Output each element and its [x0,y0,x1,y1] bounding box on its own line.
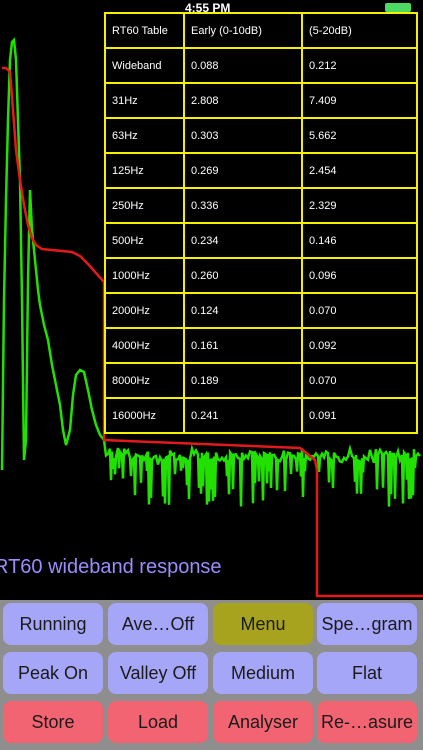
table-row: 500Hz 0.234 0.146 [104,222,418,259]
table-header-cell: RT60 Table [104,12,185,49]
table-row: 125Hz 0.269 2.454 [104,152,418,189]
flat-button[interactable]: Flat [317,652,417,694]
table-cell: 0.096 [301,257,418,294]
table-row: 8000Hz 0.189 0.070 [104,362,418,399]
table-cell: 0.269 [183,152,303,189]
table-cell: 0.070 [301,292,418,329]
table-cell: 0.260 [183,257,303,294]
table-cell: 2.454 [301,152,418,189]
table-cell: 0.336 [183,187,303,224]
table-cell: 0.303 [183,117,303,154]
table-cell: 500Hz [104,222,185,259]
analyser-button[interactable]: Analyser [213,701,313,743]
table-cell: 0.146 [301,222,418,259]
status-time: 4:55 PM [185,1,231,15]
table-cell: 2.808 [183,82,303,119]
table-header-row: RT60 Table Early (0-10dB) (5-20dB) [104,12,418,49]
table-row: 1000Hz 0.260 0.096 [104,257,418,294]
table-cell: 2.329 [301,187,418,224]
table-cell: 125Hz [104,152,185,189]
table-cell: 16000Hz [104,397,185,434]
table-cell: 7.409 [301,82,418,119]
table-cell: 0.091 [301,397,418,434]
menu-button[interactable]: Menu [213,603,313,645]
status-bar: 4:55 PM [0,0,423,15]
table-cell: 31Hz [104,82,185,119]
table-row: Wideband 0.088 0.212 [104,47,418,84]
red-decay-trace [2,66,423,598]
valley-off-button[interactable]: Valley Off [108,652,208,694]
table-cell: 8000Hz [104,362,185,399]
battery-icon [385,3,411,12]
store-button[interactable]: Store [3,701,103,743]
table-cell: 0.234 [183,222,303,259]
table-cell: 2000Hz [104,292,185,329]
table-row: 2000Hz 0.124 0.070 [104,292,418,329]
table-cell: 5.662 [301,117,418,154]
table-cell: 63Hz [104,117,185,154]
ave-off-button[interactable]: Ave…Off [108,603,208,645]
table-cell: 1000Hz [104,257,185,294]
table-cell: 0.161 [183,327,303,364]
table-cell: 0.088 [183,47,303,84]
table-row: 63Hz 0.303 5.662 [104,117,418,154]
medium-button[interactable]: Medium [213,652,313,694]
table-row: 4000Hz 0.161 0.092 [104,327,418,364]
response-plot [0,37,423,598]
table-cell: 250Hz [104,187,185,224]
re-asure-button[interactable]: Re-…asure [317,701,417,743]
table-cell: 0.070 [301,362,418,399]
green-response-trace [0,37,421,507]
table-row: 31Hz 2.808 7.409 [104,82,418,119]
table-cell: 0.092 [301,327,418,364]
peak-on-button[interactable]: Peak On [3,652,103,694]
table-cell: 0.189 [183,362,303,399]
chart-caption: RT60 wideband response [0,556,222,578]
table-cell: 0.241 [183,397,303,434]
rt60-table: RT60 Table Early (0-10dB) (5-20dB) Wideband… [104,12,418,434]
table-cell: Wideband [104,47,185,84]
load-button[interactable]: Load [108,701,208,743]
table-cell: 0.212 [301,47,418,84]
spe-gram-button[interactable]: Spe…gram [317,603,417,645]
table-row: 16000Hz 0.241 0.091 [104,397,418,434]
table-cell: 4000Hz [104,327,185,364]
table-header-cell: (5-20dB) [301,12,418,49]
table-header-cell: Early (0-10dB) [183,12,303,49]
running-button[interactable]: Running [3,603,103,645]
table-cell: 0.124 [183,292,303,329]
control-panel: Running Ave…Off Menu Spe…gram Peak On Valley … [0,600,423,750]
table-row: 250Hz 0.336 2.329 [104,187,418,224]
